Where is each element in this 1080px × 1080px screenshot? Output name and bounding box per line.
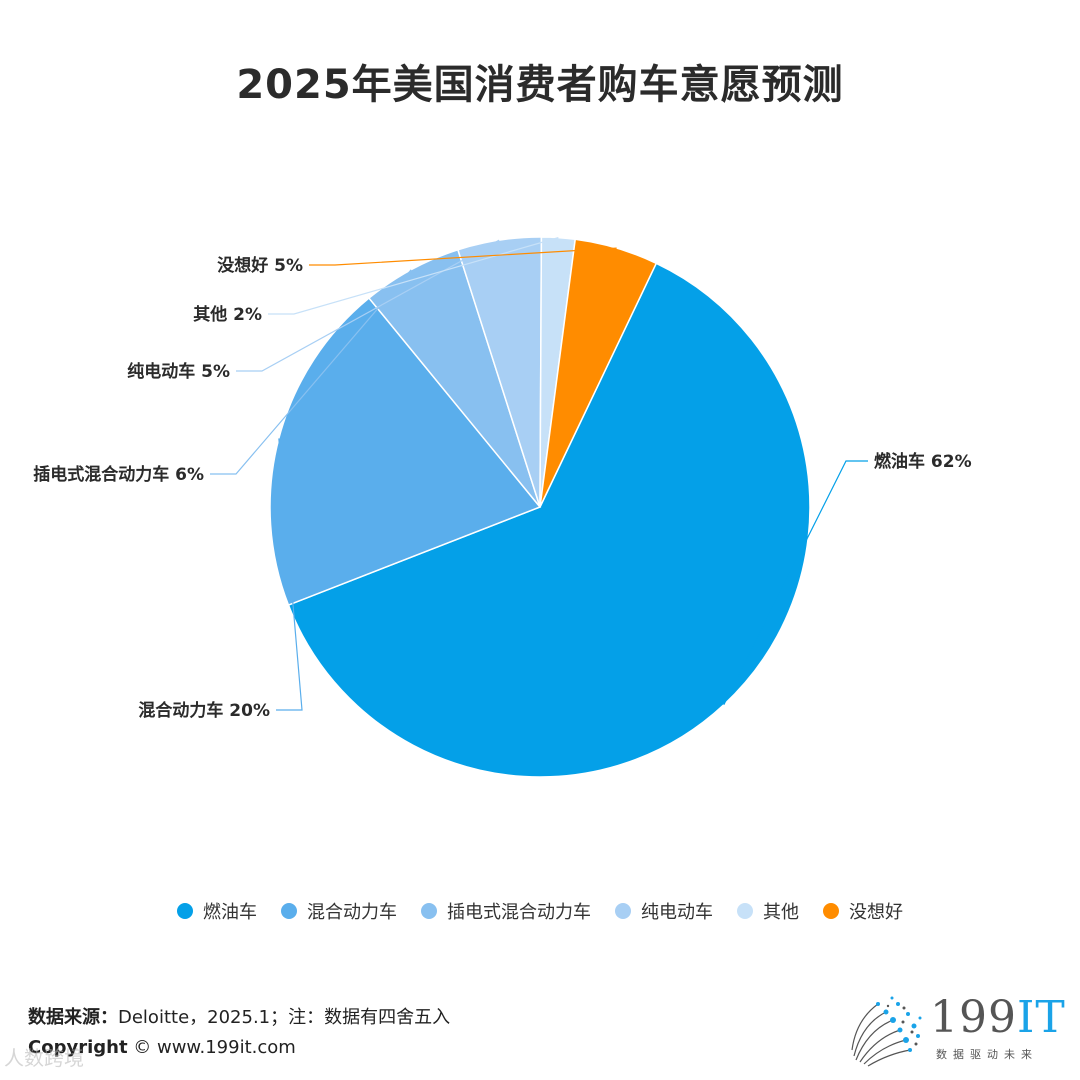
source-label: 数据来源： [28,1007,118,1028]
legend-dot-icon [281,903,297,919]
slice-label-3: 纯电动车 5% [127,361,230,382]
slice-label-5: 没想好 5% [217,255,303,276]
leader-line-1 [276,438,303,711]
source-text: Deloitte，2025.1；注：数据有四舍五入 [118,1007,451,1028]
legend-item-1: 混合动力车 [281,898,397,924]
slice-label-1: 混合动力车 20% [138,700,270,721]
logo-icon [851,996,922,1067]
legend-dot-icon [737,903,753,919]
legend: 燃油车 混合动力车 插电式混合动力车 纯电动车 其他 没想好 [0,898,1080,924]
brand-logo: 199IT 数据驱动未来 [848,990,1065,1070]
legend-label: 燃油车 [203,902,257,923]
copyright: Copyright © www.199it.com [28,1037,296,1058]
legend-item-4: 其他 [737,898,799,924]
leader-line-4 [268,237,559,315]
copyright-label: Copyright [28,1037,128,1058]
legend-label: 没想好 [849,902,903,923]
leader-line-5 [309,247,617,266]
leader-line-0 [723,460,868,706]
legend-label: 其他 [763,902,799,923]
slice-label-2: 插电式混合动力车 6% [33,464,204,485]
legend-dot-icon [615,903,631,919]
leader-line-2 [210,269,412,475]
legend-dot-icon [823,903,839,919]
leader-line-3 [236,239,500,372]
logo-text: 199IT [930,992,1066,1043]
logo-text-accent: IT [1016,992,1066,1043]
legend-item-0: 燃油车 [177,898,257,924]
slice-labels: 燃油车 62% 混合动力车 20% 插电式混合动力车 6% 纯电动车 5% 其他 2% 没… [33,255,971,721]
legend-label: 纯电动车 [641,902,713,923]
legend-label: 混合动力车 [307,902,397,923]
chart-title: 2025年美国消费者购车意愿预测 [236,62,844,108]
logo-tagline: 数据驱动未来 [936,1048,1038,1061]
data-source: 数据来源：Deloitte，2025.1；注：数据有四舍五入 [28,1003,450,1029]
legend-item-3: 纯电动车 [615,898,713,924]
legend-dot-icon [421,903,437,919]
slice-label-0: 燃油车 62% [874,451,972,472]
legend-item-5: 没想好 [823,898,903,924]
logo-text-main: 199 [930,992,1017,1043]
slice-label-4: 其他 2% [193,304,262,325]
legend-label: 插电式混合动力车 [447,902,591,923]
watermark: 人数跨境 [4,1046,84,1070]
legend-dot-icon [177,903,193,919]
copyright-text: © www.199it.com [127,1037,296,1058]
legend-item-2: 插电式混合动力车 [421,898,591,924]
pie-slices [269,236,811,778]
leader-lines [210,237,868,711]
